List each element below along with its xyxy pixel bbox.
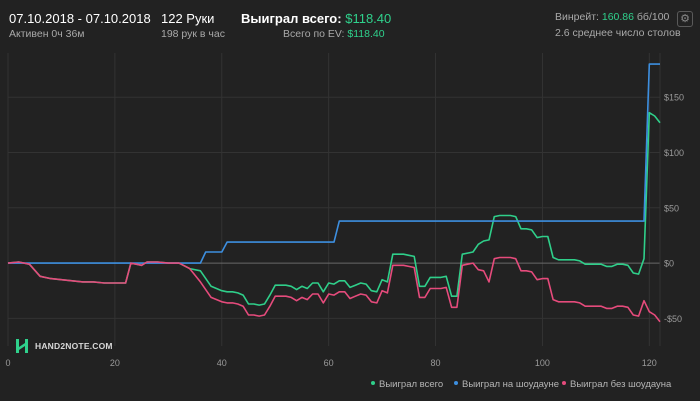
x-tick-label: 120	[642, 358, 657, 368]
hands-per-hour: 198 рук в час	[161, 28, 225, 40]
ev-label: Всего по EV:	[283, 28, 345, 40]
logo-text: HAND2NOTE.COM	[35, 341, 113, 351]
won-total-value: $118.40	[345, 11, 392, 26]
x-tick-label: 100	[535, 358, 550, 368]
winrate-value: 160.86	[601, 11, 634, 23]
series-line-won-showdown	[8, 63, 660, 264]
y-tick-label: $100	[664, 148, 684, 158]
x-tick-label: 80	[431, 358, 441, 368]
legend-label: Выиграл всего	[379, 379, 444, 390]
hands-count: 122 Руки	[161, 11, 215, 26]
won-total-label: Выиграл всего:	[241, 11, 342, 26]
summary-header: 07.10.2018 - 07.10.2018 Активен 0ч 36м 1…	[0, 0, 700, 48]
winrate: Винрейт: 160.86 бб/100	[555, 11, 669, 23]
y-tick-label: $0	[664, 259, 674, 269]
legend-item-won-total[interactable]: Выиграл всего	[371, 379, 443, 390]
ev-value: $118.40	[347, 28, 385, 40]
avg-tables: 2.6 среднее число столов	[555, 27, 681, 39]
legend-dot	[454, 381, 458, 386]
y-tick-label: $50	[664, 203, 679, 213]
series-line-won-total	[7, 111, 661, 306]
legend-item-won-no-showdown[interactable]: Выиграл без шоудауна	[562, 379, 671, 390]
x-tick-label: 0	[5, 358, 10, 368]
won-total: Выиграл всего: $118.40	[241, 11, 391, 26]
x-tick-label: 40	[217, 358, 227, 368]
logo-icon	[16, 339, 28, 353]
date-range: 07.10.2018 - 07.10.2018	[9, 11, 151, 26]
ev-total: Всего по EV: $118.40	[283, 28, 385, 40]
gear-icon[interactable]: ⚙	[677, 11, 693, 27]
profit-chart: $150 $100 $50 $0 -$50 0 20 40 60 80 100 120	[5, 53, 684, 368]
winrate-suffix: бб/100	[636, 11, 670, 23]
x-tick-label: 60	[324, 358, 334, 368]
active-time: Активен 0ч 36м	[9, 28, 85, 40]
legend-dot	[562, 381, 566, 386]
legend-label: Выиграл на шоудауне	[462, 379, 560, 390]
legend-label: Выиграл без шоудауна	[570, 379, 672, 390]
y-tick-label: $150	[664, 93, 684, 103]
legend-item-won-showdown[interactable]: Выиграл на шоудауне	[454, 379, 559, 390]
winrate-label: Винрейт:	[555, 11, 599, 23]
legend-dot	[371, 381, 375, 386]
series-line-won-no-showdown	[7, 256, 661, 323]
y-tick-label: -$50	[664, 314, 682, 324]
x-tick-label: 20	[110, 358, 120, 368]
